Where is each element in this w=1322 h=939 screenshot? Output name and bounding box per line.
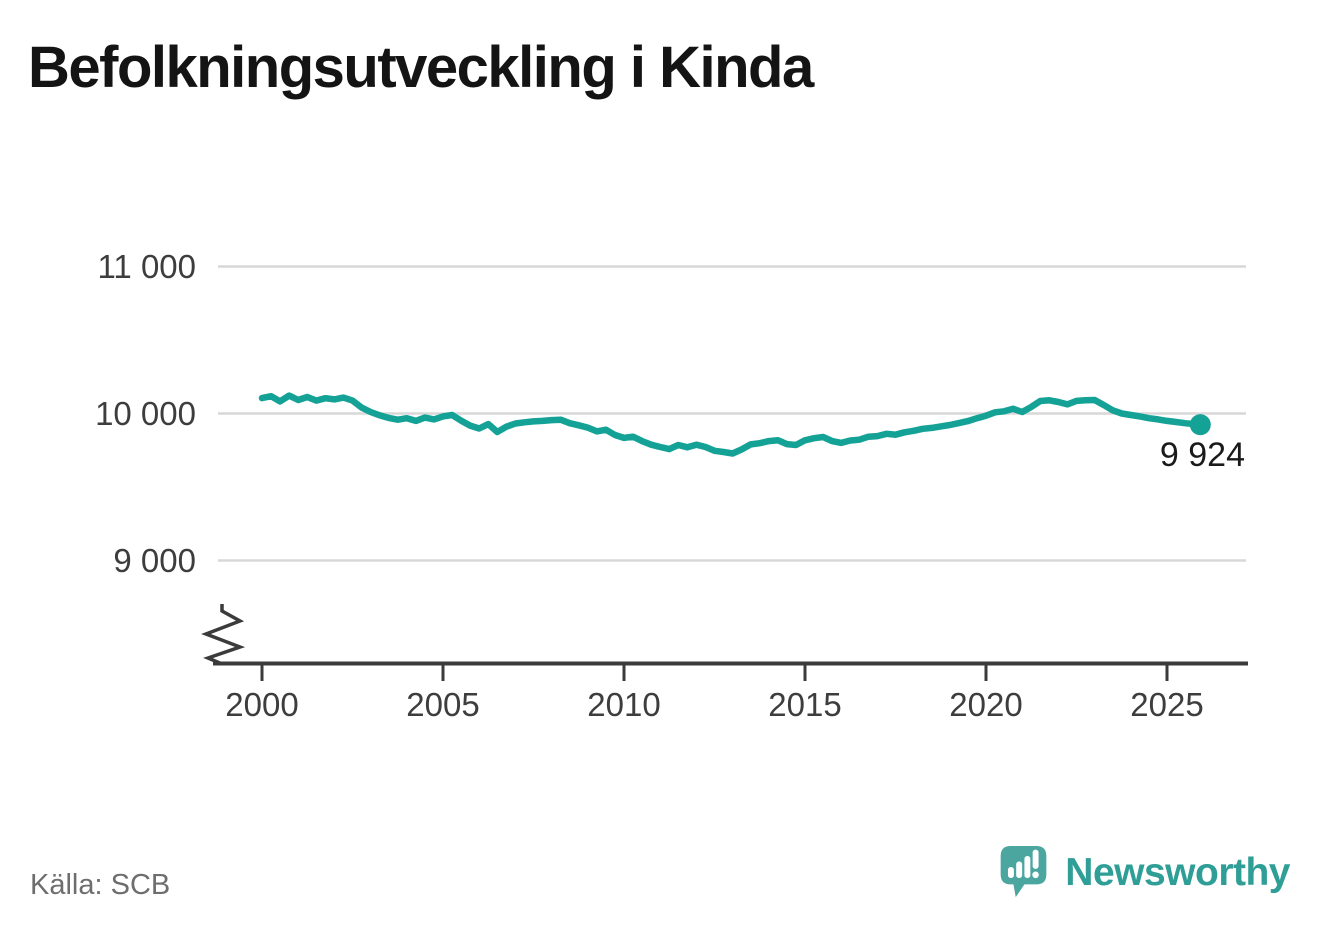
y-tick-label: 11 000 — [98, 248, 196, 285]
x-tick-label: 2020 — [949, 686, 1022, 723]
y-tick-label: 9 000 — [113, 542, 196, 579]
latest-point-marker — [1189, 414, 1211, 436]
source-note: Källa: SCB — [30, 869, 171, 901]
chart-title: Befolkningsutveckling i Kinda — [28, 35, 814, 100]
population-line — [258, 392, 1204, 457]
x-tick-label: 2025 — [1130, 686, 1203, 723]
x-tick-label: 2000 — [225, 686, 298, 723]
axis-break-icon — [201, 604, 246, 666]
brand-footer: Newsworthy — [997, 843, 1290, 902]
latest-value-label: 9 924 — [1160, 436, 1245, 474]
x-tick-label: 2005 — [406, 686, 479, 723]
newsworthy-logo-icon — [997, 843, 1050, 902]
speech-bubble-shape — [1000, 846, 1047, 898]
x-tick-label: 2015 — [768, 686, 841, 723]
brand-name: Newsworthy — [1065, 850, 1290, 894]
x-tick-label: 2010 — [587, 686, 660, 723]
y-tick-label: 10 000 — [95, 395, 196, 432]
